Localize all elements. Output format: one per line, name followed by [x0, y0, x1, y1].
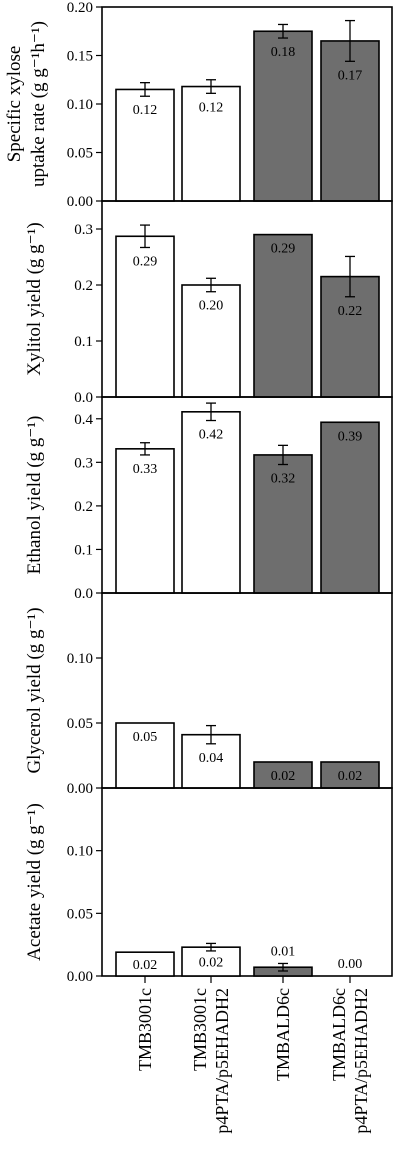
- data-label: 0.02: [199, 956, 224, 971]
- y-axis-label: Xylitol yield (g g⁻¹): [24, 222, 45, 375]
- y-tick-label: 0.05: [67, 716, 93, 732]
- x-category-label: p4PTA/p5EHADH2: [351, 988, 371, 1134]
- panel-frame: [101, 787, 393, 977]
- bar: [320, 761, 380, 789]
- y-axis-label: Acetate yield (g g⁻¹): [24, 803, 45, 961]
- data-label: 0.39: [338, 429, 363, 444]
- y-tick-label: 0.1: [74, 334, 93, 350]
- data-label: 0.04: [199, 751, 224, 766]
- y-tick-label: 0.10: [67, 97, 93, 113]
- y-tick-label: 0.2: [74, 499, 93, 515]
- y-axis-label: uptake rate (g g⁻¹h⁻¹): [28, 21, 49, 187]
- y-tick-label: 0.00: [67, 781, 93, 797]
- data-label: 0.20: [199, 299, 224, 314]
- y-tick-label: 0.05: [67, 146, 93, 162]
- y-axis-label: Ethanol yield (g g⁻¹): [24, 416, 45, 575]
- data-label: 0.00: [338, 957, 363, 972]
- data-label: 0.18: [271, 45, 296, 60]
- x-category-label: p4PTA/p5EHADH2: [212, 988, 232, 1134]
- y-axis-label: Glycerol yield (g g⁻¹): [24, 607, 45, 773]
- y-tick-label: 0.20: [67, 0, 93, 16]
- bar: [115, 448, 175, 594]
- data-label: 0.02: [338, 769, 363, 784]
- y-tick-label: 0.0: [74, 586, 93, 602]
- y-tick-label: 0.05: [67, 906, 93, 922]
- data-label: 0.32: [271, 472, 296, 487]
- data-label: 0.01: [271, 944, 296, 959]
- y-tick-label: 0.10: [67, 844, 93, 860]
- data-label: 0.29: [133, 254, 158, 269]
- bar: [253, 30, 313, 202]
- data-label: 0.17: [338, 68, 363, 83]
- bar: [320, 421, 380, 594]
- y-tick-label: 0.3: [74, 222, 93, 238]
- bar: [320, 40, 380, 202]
- data-label: 0.29: [271, 242, 296, 257]
- bar: [253, 761, 313, 789]
- data-label: 0.05: [133, 730, 158, 745]
- y-tick-label: 0.1: [74, 542, 93, 558]
- bar: [181, 411, 241, 594]
- y-axis-label: Specific xylose: [4, 46, 25, 163]
- data-label: 0.02: [133, 958, 158, 973]
- data-label: 0.12: [199, 100, 224, 115]
- y-tick-label: 0.10: [67, 651, 93, 667]
- data-label: 0.22: [338, 304, 363, 319]
- bar: [181, 284, 241, 398]
- bar: [181, 946, 241, 977]
- x-category-label: TMB3001c: [190, 988, 210, 1071]
- data-label: 0.33: [133, 462, 158, 477]
- y-tick-label: 0.15: [67, 49, 93, 65]
- data-label: 0.02: [271, 769, 296, 784]
- y-tick-label: 0.3: [74, 455, 93, 471]
- y-tick-label: 0.0: [74, 390, 93, 406]
- y-tick-label: 0.00: [67, 969, 93, 985]
- data-label: 0.42: [199, 428, 224, 443]
- bar: [253, 233, 313, 398]
- x-category-label: TMBALD6c: [329, 988, 349, 1081]
- y-tick-label: 0.00: [67, 194, 93, 210]
- y-tick-label: 0.2: [74, 278, 93, 294]
- x-category-label: TMBALD6c: [273, 988, 293, 1081]
- data-label: 0.12: [133, 103, 158, 118]
- y-tick-label: 0.4: [74, 412, 93, 428]
- x-category-label: TMB3001c: [135, 988, 155, 1071]
